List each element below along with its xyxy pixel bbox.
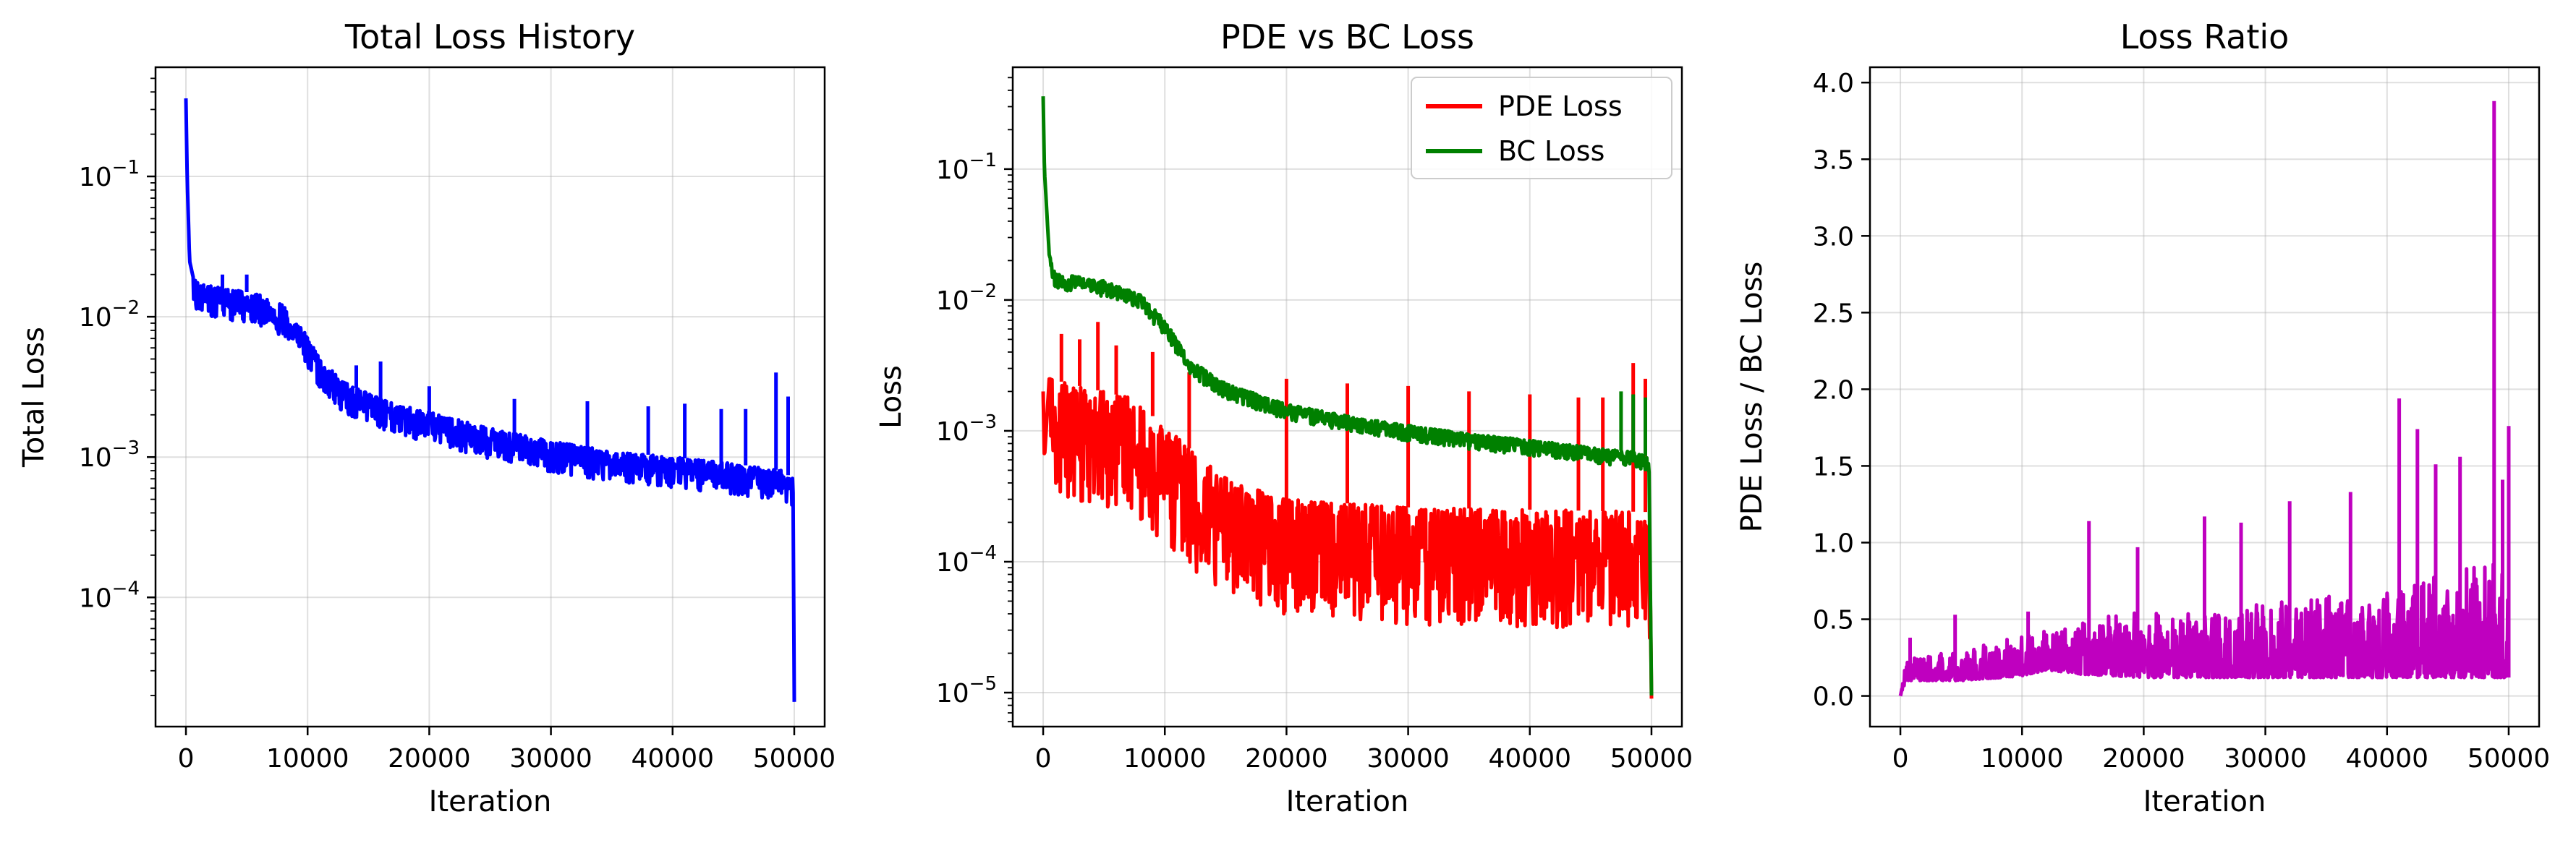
y-tick-label: 0.0 [1813, 682, 1854, 712]
y-tick-label: 10−2 [79, 297, 140, 333]
x-tick-label: 50000 [1610, 744, 1693, 774]
y-axis-label: Total Loss [17, 327, 51, 468]
y-tick-label: 1.0 [1813, 529, 1854, 558]
x-tick-label: 10000 [1123, 744, 1207, 774]
axes-frame [1011, 66, 1683, 728]
x-tick-label: 0 [178, 744, 195, 774]
x-tick-label: 30000 [2224, 744, 2307, 774]
x-tick-label: 30000 [509, 744, 592, 774]
x-tick-label: 0 [1035, 744, 1052, 774]
y-tick-label: 3.5 [1813, 145, 1854, 175]
y-tick-label: 10−1 [79, 157, 140, 192]
plot-area [1041, 96, 1654, 699]
y-tick-label: 10−4 [936, 542, 997, 578]
chart-panel-1: 0 10000 20000 30000 40000 50000 10−4 10−3 10−2 10… [17, 17, 836, 818]
x-tick-label: 30000 [1366, 744, 1450, 774]
chart-title: PDE vs BC Loss [1220, 17, 1474, 56]
x-axis-label: Iteration [1286, 785, 1409, 818]
axes-frame [154, 66, 826, 728]
x-tick-label: 50000 [753, 744, 836, 774]
plot-area [1898, 100, 2511, 697]
legend: PDE Loss BC Loss [1411, 77, 1672, 179]
y-tick-label: 10−3 [79, 437, 140, 473]
y-tick-label: 4.0 [1813, 69, 1854, 98]
plot-area [184, 98, 796, 702]
chart-panel-3: 0 10000 20000 30000 40000 50000 0.0 0.5 1.0 1.5 2.… [1735, 17, 2550, 818]
chart-panel-2: 0 10000 20000 30000 40000 50000 10−5 10−4 10−3 10… [875, 17, 1693, 818]
y-tick-label: 10−2 [936, 281, 997, 316]
y-tick-label: 3.0 [1813, 222, 1854, 252]
legend-label: PDE Loss [1498, 90, 1623, 122]
x-axis-label: Iteration [2143, 785, 2266, 818]
y-tick-label: 2.5 [1813, 299, 1854, 328]
legend-label: BC Loss [1498, 135, 1604, 167]
y-tick-label: 10−4 [79, 578, 140, 613]
series-line-1 [184, 98, 796, 702]
y-tick-label: 2.0 [1813, 375, 1854, 405]
y-tick-label: 0.5 [1813, 606, 1854, 636]
x-tick-label: 20000 [388, 744, 471, 774]
x-tick-label: 40000 [632, 744, 715, 774]
y-tick-label: 10−3 [936, 411, 997, 447]
y-tick-label: 1.5 [1813, 452, 1854, 482]
x-tick-label: 40000 [2346, 744, 2429, 774]
x-axis-label: Iteration [429, 785, 552, 818]
x-tick-label: 10000 [266, 744, 349, 774]
x-tick-label: 10000 [1981, 744, 2064, 774]
series-line-1 [1898, 100, 2511, 697]
x-tick-label: 20000 [1245, 744, 1328, 774]
axes-frame [1869, 66, 2541, 728]
x-tick-label: 0 [1892, 744, 1909, 774]
x-tick-label: 20000 [2102, 744, 2185, 774]
y-axis-label: Loss [875, 365, 908, 429]
y-tick-label: 10−1 [936, 150, 997, 185]
x-tick-label: 50000 [2467, 744, 2551, 774]
chart-title: Loss Ratio [2120, 17, 2290, 56]
chart-title: Total Loss History [344, 17, 635, 56]
series-line-pde-loss [1041, 322, 1654, 699]
series-line-bc-loss [1041, 96, 1654, 696]
y-axis-label: PDE Loss / BC Loss [1735, 262, 1769, 533]
x-tick-label: 40000 [1489, 744, 1572, 774]
y-tick-label: 10−5 [936, 673, 997, 709]
